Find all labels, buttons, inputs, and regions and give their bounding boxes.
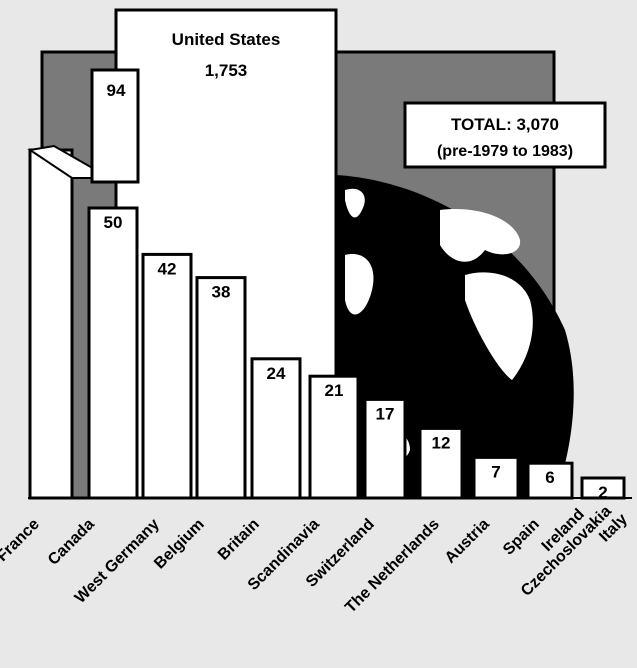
bar-value-7: 17 (376, 404, 395, 423)
bar-value-2: 50 (104, 213, 123, 232)
bar-4 (195, 276, 247, 500)
bars-group: United States 1,753 94 50 42 38 24 21 17 12 7 6 2 (27, 8, 626, 502)
category-label-3: Belgium (151, 516, 208, 573)
category-label-8: Austria (442, 516, 493, 567)
bar-canada (90, 68, 140, 184)
bar-value-united-states: 1,753 (205, 61, 248, 80)
bar-value-3: 42 (158, 259, 177, 278)
category-label-4: Britain (215, 516, 263, 564)
bar-3 (141, 252, 193, 500)
bar-value-canada: 94 (107, 81, 126, 100)
total-label: TOTAL: 3,070 (451, 115, 559, 134)
bar-value-11: 2 (598, 483, 607, 502)
bar-value-10: 6 (545, 468, 554, 487)
bar-value-5: 24 (267, 364, 286, 383)
total-box: TOTAL: 3,070 (pre-1979 to 1983) (403, 101, 607, 169)
category-label-9: Spain (500, 516, 543, 559)
bar-value-8: 12 (432, 433, 451, 452)
bar-value-9: 7 (491, 462, 500, 481)
bar-label-united-states: United States (172, 30, 281, 49)
bar-france (28, 148, 74, 500)
bar-value-4: 38 (212, 283, 231, 302)
bar-value-6: 21 (325, 381, 344, 400)
bar-5 (250, 357, 302, 500)
category-label-1: Canada (45, 516, 98, 569)
total-sublabel: (pre-1979 to 1983) (437, 143, 573, 160)
bar-2 (87, 206, 139, 500)
category-label-0: France (0, 516, 43, 565)
